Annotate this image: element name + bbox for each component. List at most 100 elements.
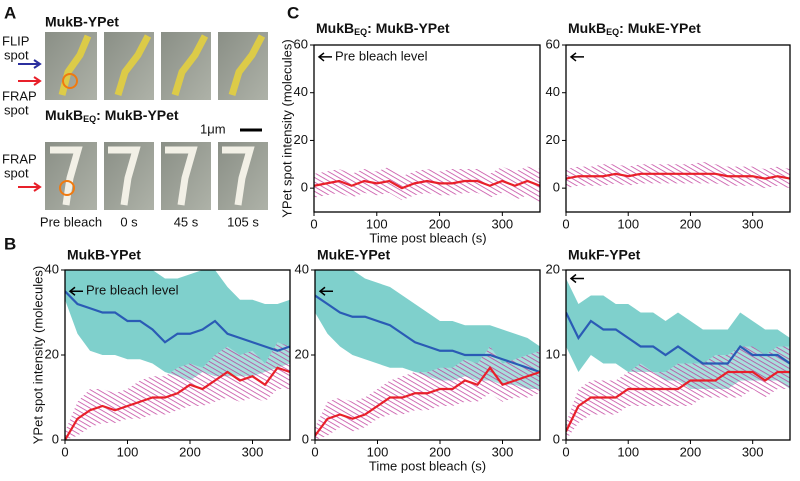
chart: MukBEQ: MukE-YPet 0 20 40 60 0 100 200 300 <box>546 20 791 231</box>
scale-bar-label: 1μm <box>200 121 226 136</box>
y-tick-label: 20 <box>294 132 308 147</box>
title-part: MukB <box>45 107 83 123</box>
plot-area <box>566 278 790 440</box>
title-part: MukB <box>568 20 606 36</box>
x-tick-label: 0 <box>61 444 68 459</box>
x-tick-label: 200 <box>680 444 702 459</box>
line <box>65 366 290 440</box>
line <box>566 370 790 432</box>
prebleach-arrow <box>569 273 584 284</box>
y-tick-label: 0 <box>302 431 309 446</box>
line <box>315 365 540 437</box>
row-title: MukB-YPet <box>45 14 119 30</box>
flip-label: FLIP <box>2 33 29 48</box>
micrographs <box>18 32 268 210</box>
frap-label: FRAP <box>2 151 37 166</box>
x-tick-label: 200 <box>429 216 451 231</box>
annotation: Pre bleach level <box>86 283 179 298</box>
title-part: MukB <box>316 20 354 36</box>
x-tick-label: 100 <box>367 444 389 459</box>
y-tick-label: 40 <box>295 261 309 276</box>
y-tick-label: 10 <box>546 346 560 361</box>
chart: MukBEQ: MukB-YPet 0 20 40 60 0 100 200 300 Pre bl… <box>279 20 541 245</box>
chart-title: MukB-YPet <box>67 247 141 263</box>
plot-frame <box>565 44 791 213</box>
x-tick-label: 0 <box>311 444 318 459</box>
x-tick-label: 200 <box>179 444 201 459</box>
y-axis-label: YPet spot intensity (molecules) <box>30 266 45 444</box>
line <box>315 294 540 374</box>
x-tick-label: 200 <box>429 444 451 459</box>
x-axis-label: Time post bleach (s) <box>369 458 486 473</box>
plot-area <box>315 270 540 440</box>
y-tick-label: 40 <box>546 84 560 99</box>
x-tick-label: 300 <box>491 216 513 231</box>
y-tick-label: 0 <box>553 180 560 195</box>
frame-label: 105 s <box>227 214 259 229</box>
chart-title: MukBEQ: MukE-YPet <box>568 20 701 38</box>
prebleach-arrow <box>318 286 333 296</box>
plot-area <box>65 270 290 440</box>
y-tick-label: 60 <box>546 36 560 51</box>
title-part: : MukE-YPet <box>619 20 701 36</box>
line <box>314 179 540 190</box>
y-tick-label: 40 <box>294 84 308 99</box>
y-tick-label: 60 <box>294 36 308 51</box>
line <box>566 312 790 365</box>
error-band <box>566 161 790 189</box>
frap-label: spot <box>4 102 29 117</box>
x-tick-label: 200 <box>680 216 702 231</box>
x-tick-label: 100 <box>366 216 388 231</box>
x-tick-label: 300 <box>742 444 764 459</box>
y-tick-label: 0 <box>553 431 560 446</box>
panel-letter: C <box>287 3 299 22</box>
y-tick-label: 0 <box>301 180 308 195</box>
prebleach-arrow <box>569 52 584 62</box>
panel-letter: A <box>4 3 16 22</box>
chart-title: MukF-YPet <box>568 247 641 263</box>
error-band <box>566 346 790 440</box>
y-tick-label: 40 <box>45 261 59 276</box>
y-tick-label: 0 <box>52 431 59 446</box>
prebleach-arrow <box>317 52 332 62</box>
title-sub: EQ <box>83 114 96 124</box>
frame-label: 0 s <box>120 214 138 229</box>
error-band <box>65 342 290 440</box>
y-axis-label: YPet spot intensity (molecules) <box>279 39 294 217</box>
x-tick-label: 0 <box>310 216 317 231</box>
chart: MukB-YPet 0 20 40 0 100 200 300 Pre bleach level… <box>30 247 291 459</box>
panel-letter: B <box>4 234 16 253</box>
x-tick-label: 300 <box>492 444 514 459</box>
frap-label: FRAP <box>2 88 37 103</box>
y-tick-label: 20 <box>45 346 59 361</box>
title-sub: EQ <box>606 27 619 37</box>
y-tick-label: 20 <box>546 261 560 276</box>
row-title: MukBEQ: MukB-YPet <box>45 107 179 125</box>
title-part: : MukB-YPet <box>367 20 450 36</box>
y-tick-label: 20 <box>295 346 309 361</box>
line <box>566 172 790 180</box>
x-tick-label: 100 <box>617 444 639 459</box>
title-sub: EQ <box>354 27 367 37</box>
flip-label: spot <box>4 47 29 62</box>
annotation: Pre bleach level <box>335 48 428 63</box>
title-part: : MukB-YPet <box>96 107 179 123</box>
plot-frame <box>313 44 541 213</box>
x-tick-label: 0 <box>562 216 569 231</box>
chart-title: MukBEQ: MukB-YPet <box>316 20 450 38</box>
x-axis-label: Time post bleach (s) <box>369 230 486 245</box>
frame-label: Pre bleach <box>40 214 102 229</box>
error-band <box>314 166 540 203</box>
x-tick-label: 0 <box>562 444 569 459</box>
chart: MukE-YPet 0 20 40 0 100 200 300 Time post bleach… <box>295 247 541 473</box>
x-tick-label: 100 <box>117 444 139 459</box>
prebleach-arrow <box>68 286 83 296</box>
x-tick-label: 100 <box>617 216 639 231</box>
x-tick-label: 300 <box>742 216 764 231</box>
line <box>65 290 290 352</box>
x-tick-label: 300 <box>242 444 264 459</box>
y-tick-label: 20 <box>546 132 560 147</box>
